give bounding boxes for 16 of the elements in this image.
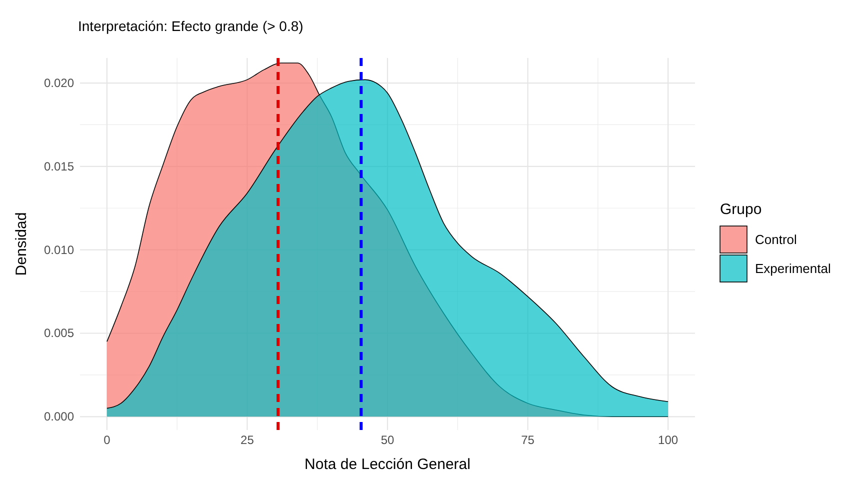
x-tick-label: 50	[380, 433, 394, 447]
legend-label: Experimental	[755, 261, 831, 276]
y-tick-label: 0.020	[44, 76, 74, 90]
y-tick-label: 0.015	[44, 159, 74, 174]
y-tick-label: 0.010	[44, 242, 74, 257]
y-axis-title: Densidad	[13, 212, 30, 276]
chart-title: Interpretación: Efecto grande (> 0.8)	[78, 18, 304, 34]
x-axis-title: Nota de Lección General	[304, 456, 470, 473]
x-tick-label: 0	[104, 433, 111, 447]
x-tick-label: 75	[521, 433, 535, 447]
y-tick-label: 0.000	[44, 410, 74, 424]
legend-label: Control	[755, 232, 798, 247]
x-tick-label: 25	[240, 433, 254, 447]
legend-title: Grupo	[720, 201, 762, 218]
x-tick-label: 100	[658, 433, 678, 447]
y-tick-label: 0.005	[44, 326, 74, 340]
